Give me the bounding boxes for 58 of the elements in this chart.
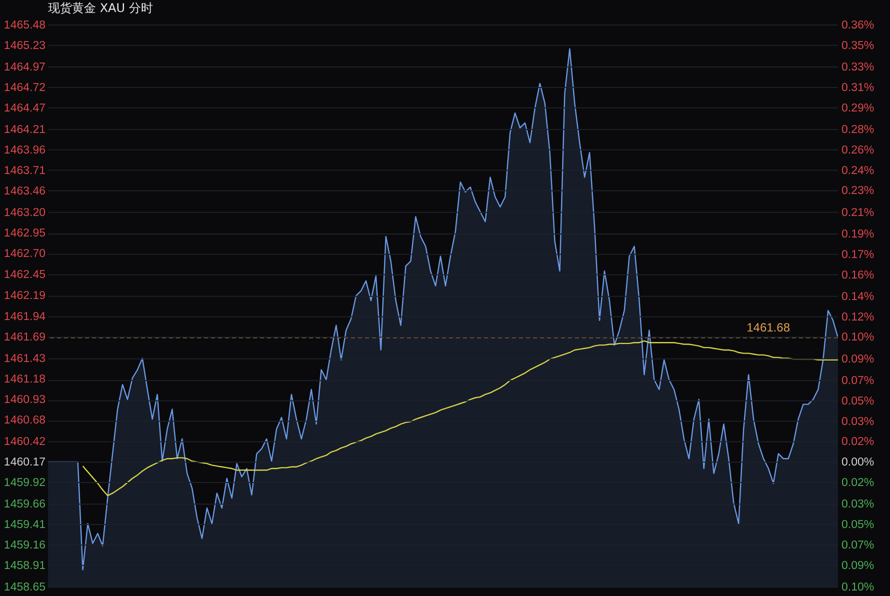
y2-tick-label: 0.02%: [842, 477, 874, 490]
y-tick-label: 1462.45: [4, 268, 46, 281]
y-tick-label: 1459.66: [4, 498, 46, 510]
y-tick-label: 1464.72: [4, 82, 46, 94]
y-tick-label: 1463.96: [4, 144, 46, 157]
y2-tick-label: 0.00%: [842, 456, 874, 469]
y-tick-label: 1460.42: [4, 436, 46, 448]
y2-tick-label: 0.28%: [842, 124, 874, 136]
y2-tick-label: 0.05%: [842, 519, 874, 532]
y-tick-label: 1462.95: [4, 228, 46, 240]
y2-tick-label: 0.14%: [842, 290, 874, 303]
ref-line-label: 1461.68: [746, 320, 790, 335]
y2-tick-label: 0.26%: [842, 144, 874, 156]
y-tick-label: 1463.46: [4, 186, 46, 198]
chart-title: 现货黄金 XAU 分时: [48, 1, 153, 15]
y2-tick-label: 0.36%: [842, 20, 874, 32]
y2-tick-label: 0.10%: [842, 582, 874, 594]
y2-tick-label: 0.07%: [842, 539, 874, 552]
y2-tick-label: 0.16%: [842, 269, 874, 282]
y2-tick-label: 0.07%: [842, 374, 874, 387]
y-tick-label: 1464.97: [4, 61, 46, 74]
y2-tick-label: 0.35%: [842, 40, 874, 52]
y2-tick-label: 0.23%: [842, 185, 874, 198]
y-tick-label: 1458.65: [4, 582, 46, 594]
y-tick-label: 1461.43: [4, 352, 46, 365]
y2-tick-label: 0.09%: [842, 560, 874, 572]
y2-tick-label: 0.19%: [842, 228, 874, 240]
y2-tick-label: 0.33%: [842, 62, 874, 74]
y2-tick-label: 0.17%: [842, 248, 874, 261]
y-tick-label: 1464.21: [4, 124, 46, 136]
y2-tick-label: 0.03%: [842, 416, 874, 428]
y-tick-label: 1459.92: [4, 477, 46, 489]
y2-tick-label: 0.09%: [842, 353, 874, 366]
y-tick-label: 1458.91: [4, 560, 46, 572]
y2-tick-label: 0.05%: [842, 395, 874, 408]
y2-tick-label: 0.24%: [842, 164, 874, 177]
y2-tick-label: 0.29%: [842, 102, 874, 114]
y2-tick-label: 0.12%: [842, 311, 874, 324]
y-tick-label: 1461.94: [4, 310, 46, 323]
y2-tick-label: 0.31%: [842, 82, 874, 94]
y-tick-label: 1462.19: [4, 290, 46, 302]
y2-tick-label: 0.21%: [842, 206, 874, 219]
y2-tick-label: 0.03%: [842, 498, 874, 511]
y-tick-label: 1461.18: [4, 373, 46, 386]
y-tick-label: 1462.70: [4, 248, 46, 260]
y-tick-label: 1463.71: [4, 165, 46, 178]
y-tick-label: 1459.41: [4, 518, 46, 531]
y-tick-label: 1465.48: [4, 20, 46, 32]
y-tick-label: 1463.20: [4, 207, 46, 220]
y2-tick-label: 0.10%: [842, 332, 874, 344]
y-tick-label: 1460.68: [4, 414, 46, 426]
y-tick-label: 1461.69: [4, 331, 46, 344]
y-tick-label: 1460.93: [4, 394, 46, 406]
y-tick-label: 1459.16: [4, 540, 46, 552]
y2-tick-label: 0.02%: [842, 436, 874, 448]
y-tick-label: 1465.23: [4, 40, 46, 52]
y-tick-label: 1464.47: [4, 102, 46, 115]
y-tick-label: 1460.17: [4, 456, 46, 468]
